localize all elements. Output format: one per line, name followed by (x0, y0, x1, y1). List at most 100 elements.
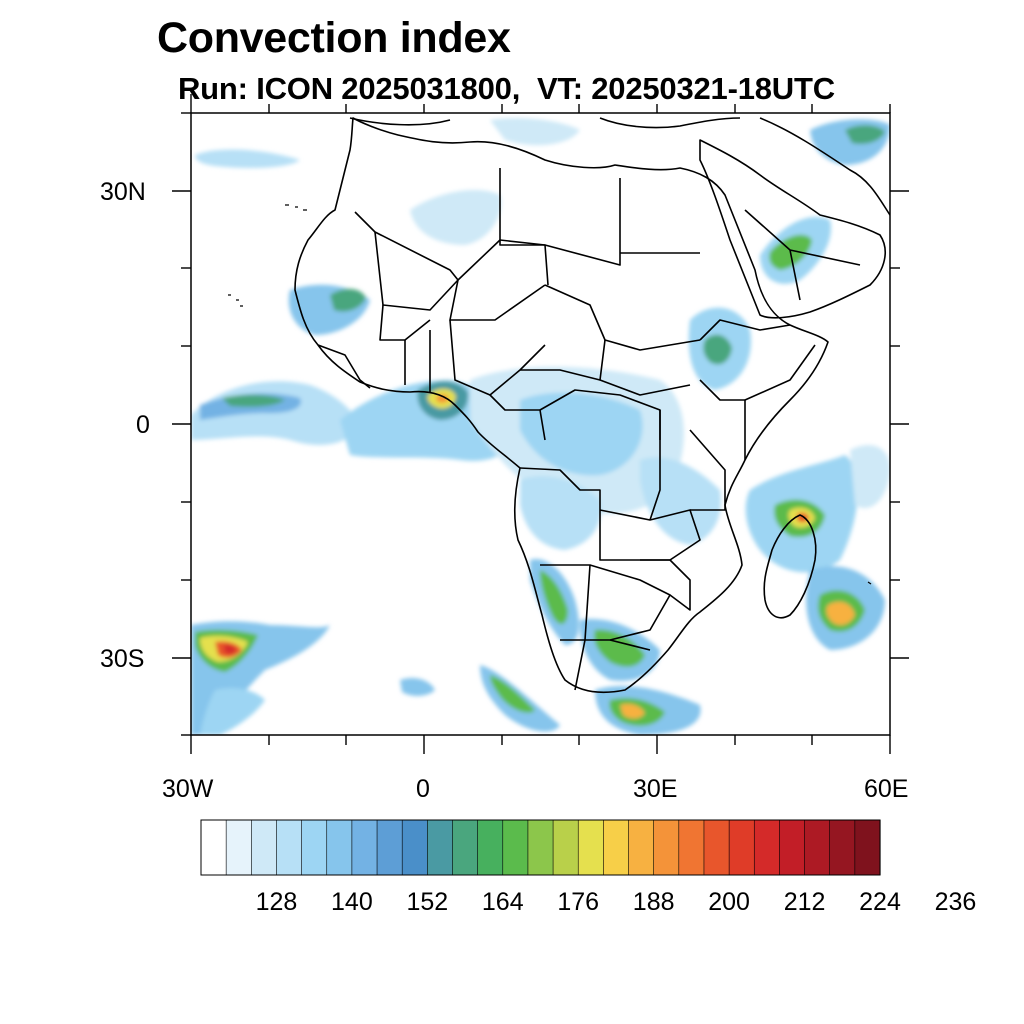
colorbar-bin (276, 819, 303, 876)
colorbar-bin (678, 819, 705, 876)
madagascar-coast (763, 514, 817, 619)
colorbar-bin (301, 819, 328, 876)
border-drc-east (649, 410, 661, 521)
field-satl-tail (200, 688, 265, 735)
canary-islands (285, 204, 307, 211)
field-mauritania (330, 288, 366, 312)
lon-label-0: 0 (416, 775, 430, 803)
field-east-africa (640, 457, 721, 545)
mauritius (867, 581, 872, 585)
lon-label-60e: 60E (864, 775, 909, 803)
colorbar-frame (200, 819, 881, 876)
axis-ticks (172, 94, 909, 754)
cape-verde (228, 294, 243, 307)
field-indian-ocean-east (850, 445, 890, 509)
map-subtitle: Run: ICON 2025031800, VT: 20250321-18UTC (178, 71, 835, 106)
lon-label-30e: 30E (633, 775, 678, 803)
field-ethiopia-core (703, 334, 732, 365)
border-west-africa (317, 344, 371, 389)
africa-coastline (294, 117, 829, 694)
colorbar-bin (251, 819, 278, 876)
colorbar-label: 176 (557, 888, 600, 916)
border-south-africa (574, 639, 651, 691)
colorbar-bin (376, 819, 403, 876)
lat-label-30n: 30N (100, 178, 146, 206)
colorbar-label: 200 (708, 888, 750, 916)
colorbar-bin (804, 819, 831, 876)
field-angola (520, 476, 601, 550)
field-sahara-west (410, 190, 501, 245)
arabia-coast (699, 139, 886, 319)
colorbar-bin (351, 819, 378, 876)
colorbar-label: 188 (632, 888, 675, 916)
colorbar-bin (728, 819, 755, 876)
colorbar-label: 224 (859, 888, 901, 916)
field-south-atl-streak-core (490, 675, 535, 713)
border-sudan-s (599, 339, 691, 396)
field-itcz-green (222, 394, 285, 407)
lon-label-30w: 30W (162, 775, 214, 803)
colorbar-bin (527, 819, 554, 876)
colorbar-bin (854, 819, 881, 876)
border-somalia (744, 344, 816, 401)
border-tanzania (689, 429, 726, 511)
colorbar-bin (477, 819, 504, 876)
lat-label-30s: 30S (100, 645, 145, 673)
shading-layer (191, 118, 890, 735)
colorbar-bin (225, 819, 252, 876)
field-satl-cell-deep (224, 644, 236, 654)
convection-field (191, 118, 890, 735)
arabia-borders (744, 209, 861, 301)
field-south-africa-core (594, 629, 645, 667)
coastline-borders (294, 117, 890, 694)
field-congo-core (520, 392, 643, 476)
colorbar-bin (326, 819, 353, 876)
border-botswana (585, 564, 671, 641)
border-kenya (699, 379, 746, 460)
colorbar (200, 819, 881, 876)
colorbar-bin (200, 819, 227, 876)
levant-iran (759, 117, 890, 216)
field-namibia-core (540, 570, 568, 625)
colorbar-label: 236 (934, 888, 977, 916)
field-gulf-guinea-red (436, 394, 449, 403)
border-namibia (540, 564, 591, 641)
europe-coast (349, 117, 741, 129)
colorbar-bin (753, 819, 781, 876)
colorbar-bin (577, 819, 604, 876)
field-south-coast-hot (620, 703, 645, 719)
border-niger-chad (449, 279, 546, 321)
colorbar-label: 152 (406, 888, 449, 916)
colorbar-bin (703, 819, 730, 876)
border-car (520, 369, 601, 381)
border-mali (374, 231, 459, 311)
map-title: Convection index (157, 14, 511, 62)
border-sahel (379, 304, 431, 341)
colorbar-label: 164 (481, 888, 524, 916)
border-chad-sudan (544, 284, 701, 351)
field-gulf (810, 119, 890, 165)
colorbar-bin (427, 819, 454, 876)
field-mascarene-hot (826, 601, 855, 626)
islands (228, 204, 872, 585)
colorbar-bin (452, 819, 479, 876)
field-satl-patch (400, 678, 435, 696)
border-ethiopia (699, 319, 791, 341)
colorbar-bin (401, 819, 428, 876)
lat-label-0: 0 (136, 411, 150, 439)
field-north-red-sea (490, 118, 580, 146)
colorbar-bin (829, 819, 856, 876)
colorbar-bin (502, 819, 529, 876)
colorbar-label: 212 (783, 888, 826, 916)
colorbar-label: 128 (255, 888, 298, 916)
colorbar-bin (628, 819, 655, 876)
border-angola (519, 467, 640, 561)
border-ghana (404, 330, 431, 392)
border-libya-egypt (499, 168, 621, 266)
colorbar-bin (779, 819, 806, 876)
colorbar-bin (653, 819, 680, 876)
field-gulf-core (845, 125, 885, 144)
field-atlantic-north (195, 149, 300, 168)
colorbar-bin (603, 819, 630, 876)
